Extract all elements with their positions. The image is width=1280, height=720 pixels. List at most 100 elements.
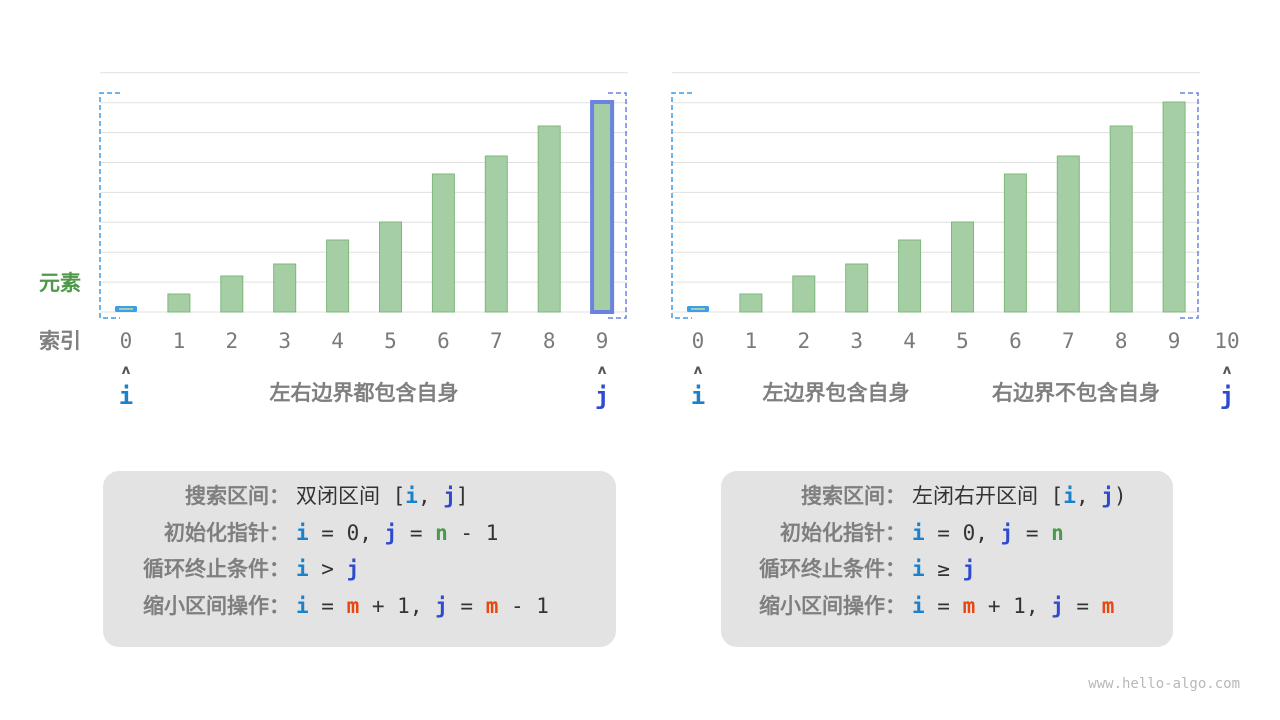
- var-m: m: [1101, 593, 1115, 618]
- text-segment: + 1,: [359, 593, 436, 618]
- index-2: 2: [797, 329, 810, 353]
- bar-1: [739, 293, 763, 313]
- text-segment: >: [308, 557, 347, 581]
- text-segment: =: [308, 593, 347, 618]
- bar-8: [537, 125, 561, 313]
- text-segment: - 1: [498, 593, 549, 618]
- index-4: 4: [903, 329, 916, 353]
- var-m: m: [346, 593, 360, 618]
- text-segment: = 0,: [308, 520, 385, 545]
- right-info-box: [721, 471, 1173, 647]
- info-value: 双闭区间 [i, j]: [296, 482, 469, 510]
- text-segment: ,: [1075, 484, 1102, 508]
- bar-7: [484, 155, 508, 313]
- var-i: i: [296, 557, 309, 581]
- text-segment: =: [397, 520, 436, 545]
- var-n: n: [1051, 520, 1064, 545]
- index-9: 9: [1168, 329, 1181, 353]
- text-segment: 双闭区间 [: [296, 484, 406, 508]
- caption-1: 右边界不包含自身: [992, 381, 1160, 405]
- pointer-j-arrow-icon: ʌ: [598, 363, 607, 378]
- info-label: 初始化指针：: [164, 520, 290, 545]
- index-10: 10: [1214, 329, 1239, 353]
- var-j: j: [384, 520, 398, 545]
- bar-3: [845, 263, 869, 313]
- index-7: 7: [490, 329, 503, 353]
- caption-0: 左边界包含自身: [763, 381, 910, 405]
- pointer-i-arrow-icon: ʌ: [694, 363, 703, 378]
- index-6: 6: [1009, 329, 1022, 353]
- pointer-j: j: [1220, 382, 1234, 410]
- text-segment: ≥: [924, 557, 963, 581]
- pointer-i: i: [119, 382, 133, 410]
- info-row: 缩小区间操作： i = m + 1, j = m: [730, 592, 1114, 620]
- text-segment: - 1: [447, 520, 499, 545]
- text-segment: =: [1063, 593, 1102, 618]
- var-j: j: [1101, 484, 1114, 508]
- caption-0: 左右边界都包含自身: [270, 381, 459, 405]
- var-j: j: [443, 484, 456, 508]
- index-8: 8: [1115, 329, 1128, 353]
- info-row: 搜索区间： 双闭区间 [i, j]: [112, 482, 469, 510]
- info-value: 左闭右开区间 [i, j): [912, 482, 1127, 510]
- element-label: 元素: [39, 271, 81, 295]
- index-3: 3: [278, 329, 291, 353]
- index-8: 8: [543, 329, 556, 353]
- info-row: 初始化指针： i = 0, j = n: [730, 519, 1064, 547]
- bar-7: [1056, 155, 1080, 313]
- bar-2: [792, 275, 816, 313]
- var-n: n: [435, 520, 448, 545]
- info-label: 初始化指针：: [780, 520, 906, 545]
- info-label: 缩小区间操作：: [759, 593, 906, 618]
- bar-8: [1109, 125, 1133, 313]
- bar-9: [590, 100, 615, 314]
- index-7: 7: [1062, 329, 1075, 353]
- text-segment: 左闭右开区间 [: [912, 484, 1064, 508]
- text-segment: =: [1013, 520, 1052, 545]
- info-label: 缩小区间操作：: [143, 593, 290, 618]
- bar-2: [220, 275, 244, 313]
- text-segment: + 1,: [975, 593, 1052, 618]
- bar-6: [1003, 173, 1027, 313]
- info-value: i = m + 1, j = m: [912, 592, 1114, 620]
- var-i: i: [912, 593, 925, 618]
- bar-5: [951, 221, 974, 313]
- var-i: i: [405, 484, 418, 508]
- var-i: i: [296, 593, 309, 618]
- var-j: j: [962, 557, 976, 581]
- info-value: i ≥ j: [912, 555, 975, 583]
- bar-4: [326, 239, 350, 313]
- index-5: 5: [384, 329, 397, 353]
- info-value: i = 0, j = n: [912, 519, 1064, 547]
- info-row: 搜索区间： 左闭右开区间 [i, j): [730, 482, 1127, 510]
- var-i: i: [912, 557, 925, 581]
- bar-6: [431, 173, 455, 313]
- var-m: m: [962, 593, 976, 618]
- info-label: 循环终止条件：: [759, 557, 906, 581]
- index-6: 6: [437, 329, 450, 353]
- info-row: 循环终止条件： i > j: [112, 555, 359, 583]
- bar-9: [1162, 101, 1186, 313]
- pointer-j: j: [595, 382, 609, 410]
- var-i: i: [1063, 484, 1076, 508]
- index-1: 1: [173, 329, 186, 353]
- var-i: i: [912, 520, 925, 545]
- text-segment: ]: [455, 484, 469, 508]
- var-j: j: [346, 557, 360, 581]
- left-info-box: [103, 471, 616, 647]
- bar-4: [898, 239, 922, 313]
- index-5: 5: [956, 329, 969, 353]
- right-bound-bracket: [608, 92, 627, 319]
- pointer-i: i: [691, 382, 705, 410]
- info-value: i = m + 1, j = m - 1: [296, 592, 549, 620]
- index-label: 索引: [39, 329, 81, 353]
- info-value: i > j: [296, 555, 359, 583]
- text-segment: ,: [417, 484, 444, 508]
- bar-3: [273, 263, 297, 313]
- var-i: i: [296, 520, 309, 545]
- text-segment: =: [447, 593, 486, 618]
- index-9: 9: [596, 329, 609, 353]
- text-segment: = 0,: [924, 520, 1001, 545]
- var-j: j: [435, 593, 448, 618]
- info-row: 缩小区间操作： i = m + 1, j = m - 1: [112, 592, 549, 620]
